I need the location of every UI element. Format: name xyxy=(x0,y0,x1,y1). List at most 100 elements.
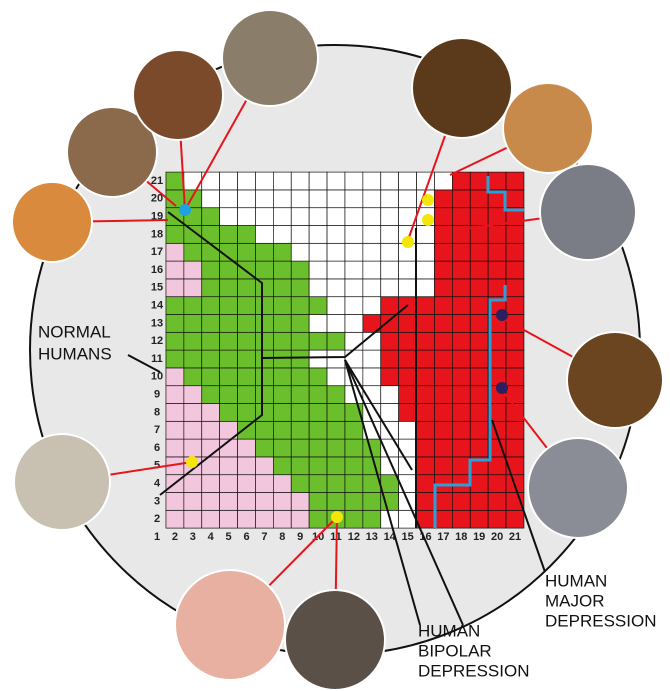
column-label: 9 xyxy=(297,531,303,543)
animal-photo xyxy=(14,434,110,530)
grid-cell xyxy=(345,475,363,493)
grid-cell xyxy=(309,332,327,350)
grid-cell xyxy=(363,172,381,190)
grid-cell xyxy=(238,208,256,226)
grid-cell xyxy=(309,457,327,475)
marker-dot xyxy=(496,309,508,321)
animal-photo xyxy=(222,10,318,106)
animal-photo xyxy=(12,182,92,262)
grid-cell xyxy=(470,493,488,511)
grid-cell xyxy=(452,457,470,475)
grid-cell xyxy=(417,386,435,404)
grid-cell xyxy=(452,493,470,511)
grid-cell xyxy=(470,510,488,528)
grid-cell xyxy=(363,297,381,315)
grid-cell xyxy=(238,226,256,244)
grid-cell xyxy=(381,172,399,190)
grid-cell xyxy=(309,243,327,261)
grid-cell xyxy=(309,368,327,386)
grid-cell xyxy=(291,279,309,297)
row-label: 3 xyxy=(154,495,160,507)
grid-cell xyxy=(220,190,238,208)
grid-cell xyxy=(381,332,399,350)
grid-cell xyxy=(291,421,309,439)
grid-cell xyxy=(327,297,345,315)
grid-cell xyxy=(434,439,452,457)
grid-cell xyxy=(202,332,220,350)
grid-cell xyxy=(506,439,524,457)
grid-cell xyxy=(220,404,238,422)
grid-cell xyxy=(381,208,399,226)
grid-cell xyxy=(238,243,256,261)
grid-cell xyxy=(291,475,309,493)
grid-cell xyxy=(309,279,327,297)
grid-cell xyxy=(255,510,273,528)
grid-cell xyxy=(220,297,238,315)
grid-cell xyxy=(345,243,363,261)
grid-cell xyxy=(273,350,291,368)
grid-cell xyxy=(452,261,470,279)
grid-cell xyxy=(220,510,238,528)
grid-cell xyxy=(238,510,256,528)
grid-cell xyxy=(309,404,327,422)
grid-cell xyxy=(166,297,184,315)
grid-cell xyxy=(470,368,488,386)
marker-dot xyxy=(331,511,343,523)
grid-cell xyxy=(202,208,220,226)
grid-cell xyxy=(327,332,345,350)
row-label: 13 xyxy=(151,317,163,329)
animal-photo xyxy=(412,38,512,138)
grid-cell xyxy=(434,297,452,315)
grid-cell xyxy=(184,297,202,315)
grid-cell xyxy=(470,386,488,404)
grid-cell xyxy=(488,243,506,261)
grid-cell xyxy=(291,404,309,422)
column-label: 18 xyxy=(455,531,467,543)
column-label: 20 xyxy=(491,531,503,543)
grid-cell xyxy=(255,297,273,315)
grid-cell xyxy=(434,350,452,368)
grid-cell xyxy=(417,332,435,350)
column-label: 13 xyxy=(366,531,378,543)
grid-cell xyxy=(417,226,435,244)
grid-cell xyxy=(488,279,506,297)
column-label: 19 xyxy=(473,531,485,543)
grid-cell xyxy=(345,315,363,333)
grid-cell xyxy=(291,439,309,457)
marker-dot xyxy=(179,204,191,216)
grid-cell xyxy=(417,368,435,386)
grid-cell xyxy=(255,208,273,226)
grid-cell xyxy=(238,368,256,386)
grid-cell xyxy=(470,404,488,422)
grid-cell xyxy=(166,439,184,457)
grid-cell xyxy=(255,279,273,297)
grid-cell xyxy=(273,279,291,297)
grid-cell xyxy=(238,493,256,511)
row-label: 10 xyxy=(151,371,163,383)
grid-cell xyxy=(238,457,256,475)
grid-cell xyxy=(381,315,399,333)
grid-cell xyxy=(327,243,345,261)
grid-cell xyxy=(452,421,470,439)
column-label: 12 xyxy=(348,531,360,543)
grid-cell xyxy=(488,226,506,244)
grid-cell xyxy=(381,243,399,261)
group-label: NORMAL xyxy=(38,322,111,341)
column-label: 1 xyxy=(154,531,160,543)
grid-cell xyxy=(434,190,452,208)
animal-photo xyxy=(540,164,636,260)
grid-cell xyxy=(184,510,202,528)
grid-cell xyxy=(506,421,524,439)
grid-cell xyxy=(506,226,524,244)
grid-cell xyxy=(399,350,417,368)
grid-cell xyxy=(327,386,345,404)
grid-cell xyxy=(273,368,291,386)
grid-cell xyxy=(202,261,220,279)
grid-cell xyxy=(363,261,381,279)
grid-cell xyxy=(273,172,291,190)
grid-cell xyxy=(506,279,524,297)
grid-cell xyxy=(488,172,506,190)
grid-cell xyxy=(452,243,470,261)
grid-cell xyxy=(255,421,273,439)
grid-cell xyxy=(166,350,184,368)
